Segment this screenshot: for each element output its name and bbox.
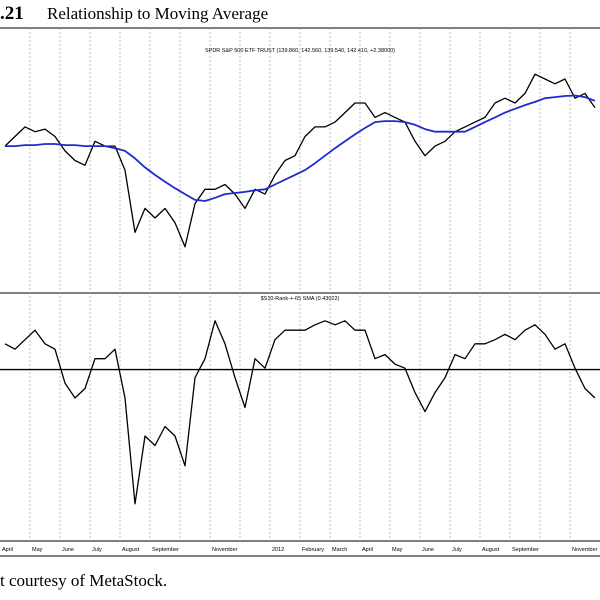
x-tick-label: May	[32, 547, 43, 553]
x-tick-label: September	[512, 547, 539, 553]
x-tick-label: 2012	[272, 547, 284, 553]
series-line	[4, 320, 596, 505]
x-tick-label: July	[452, 547, 462, 553]
x-tick-label: September	[152, 547, 179, 553]
x-tick-label: May	[392, 547, 403, 553]
x-tick-label: March	[332, 547, 347, 553]
x-tick-label: April	[362, 547, 373, 553]
x-tick-label: July	[92, 547, 102, 553]
caption: t courtesy of MetaStock.	[0, 571, 167, 590]
figure-title: Relationship to Moving Average	[47, 4, 268, 23]
panel-title: $S10-Rank-+-65 SMA (0.43022)	[261, 296, 340, 302]
x-tick-label: November	[572, 547, 598, 553]
x-tick-label: June	[62, 547, 74, 553]
x-tick-label: August	[482, 547, 500, 553]
x-tick-label: April	[2, 547, 13, 553]
figure-number: .21	[0, 3, 24, 24]
x-tick-label: August	[122, 547, 140, 553]
x-tick-label: November	[212, 547, 238, 553]
x-tick-label: June	[422, 547, 434, 553]
panel-title: SPDR S&P 500 ETF TRUST (139.860, 142.560…	[205, 48, 395, 54]
series-line	[5, 94, 596, 202]
x-tick-label: February	[302, 547, 324, 553]
